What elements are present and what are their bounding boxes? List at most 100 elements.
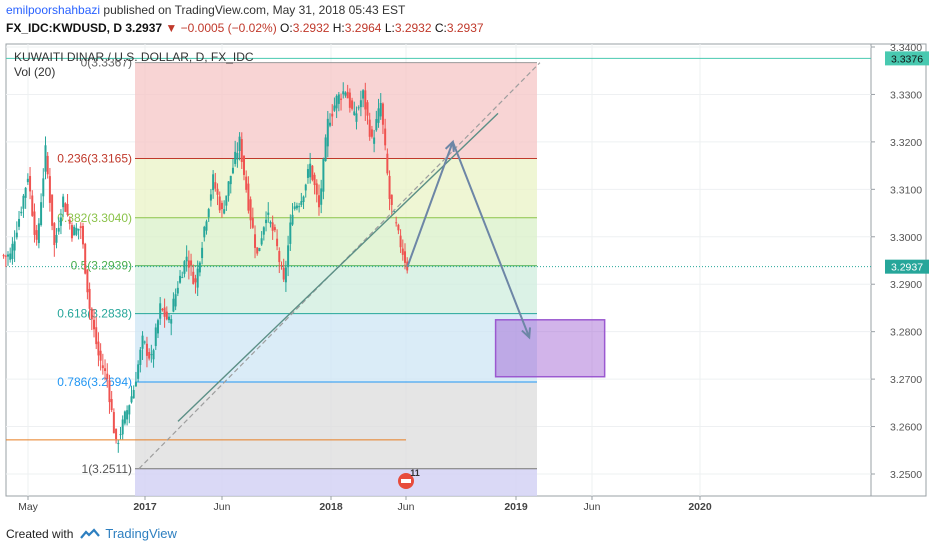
symbol-name: FX_IDC:KWDUSD, D	[6, 21, 122, 35]
candle-body	[366, 102, 369, 116]
candle-body	[205, 221, 208, 231]
candle-body	[340, 98, 343, 100]
chart-title: KUWAITI DINAR / U.S. DOLLAR, D, FX_IDC	[14, 50, 254, 64]
footer: Created with TradingView	[6, 526, 177, 541]
candle-body	[187, 260, 190, 268]
candle-body	[97, 341, 100, 356]
candle-body	[289, 222, 292, 244]
candle-body	[128, 405, 131, 415]
ohlc-low-label: L:	[384, 21, 395, 35]
candle-body	[381, 103, 384, 125]
candle-body	[64, 203, 67, 212]
candle-body	[99, 350, 102, 361]
candle-body	[115, 428, 118, 439]
candle-body	[75, 227, 78, 235]
candle-body	[104, 368, 107, 372]
candle-body	[304, 184, 307, 191]
candle-body	[309, 163, 312, 178]
candle-body	[207, 209, 210, 218]
candle-body	[168, 316, 171, 321]
candle-body	[148, 352, 151, 359]
fib-zone	[135, 217, 537, 266]
candle-body	[265, 219, 268, 224]
tradingview-brand: TradingView	[105, 526, 177, 541]
candle-body	[276, 238, 279, 247]
candle-body	[293, 206, 296, 209]
candle-body	[404, 251, 406, 263]
candle-body	[2, 255, 5, 257]
y-tick-label: 3.3400	[890, 42, 922, 54]
candle-body	[362, 90, 365, 99]
candle-body	[223, 209, 226, 214]
candle-body	[88, 288, 91, 309]
candle-body	[335, 95, 338, 109]
candle-body	[185, 256, 188, 262]
candle-body	[282, 267, 285, 280]
candle-body	[29, 176, 32, 192]
symbol-line: FX_IDC:KWDUSD, D 3.2937 ▼ −0.0005 (−0.02…	[6, 21, 484, 35]
fib-level-label: 0.618(3.2838)	[57, 307, 132, 321]
fib-level-label: 0.236(3.3165)	[57, 151, 132, 165]
projection-arrow	[406, 141, 454, 268]
candle-body	[108, 380, 111, 403]
candle-body	[95, 327, 98, 345]
candle-body	[40, 202, 43, 226]
candle-body	[258, 248, 261, 252]
candle-body	[145, 343, 148, 356]
candle-body	[46, 155, 49, 175]
candle-body	[33, 211, 36, 235]
candle-body	[284, 267, 287, 283]
last-price: 3.2937	[125, 21, 163, 35]
candle-body	[216, 188, 219, 195]
candle-body	[37, 223, 40, 244]
arrowhead-icon	[521, 327, 531, 340]
y-tick-label: 3.3200	[890, 137, 922, 149]
candle-body	[18, 218, 21, 227]
candle-body	[346, 91, 349, 99]
candle-body	[333, 105, 336, 111]
candle-body	[242, 156, 245, 175]
candle-body	[174, 294, 177, 307]
ohlc-open-label: O:	[280, 21, 293, 35]
created-with-label: Created with	[6, 526, 74, 541]
candle-body	[399, 235, 402, 248]
candle-body	[55, 235, 58, 243]
candle-body	[132, 389, 135, 399]
tradingview-logo[interactable]: TradingView	[79, 526, 177, 541]
candle-body	[106, 373, 109, 380]
candle-body	[306, 169, 309, 178]
fib-zone	[135, 313, 537, 382]
candle-body	[295, 205, 298, 209]
candle-body	[81, 225, 84, 245]
candle-body	[344, 92, 347, 96]
price-change: −0.0005 (−0.02%)	[180, 21, 277, 35]
candle-body	[79, 226, 82, 228]
candle-body	[93, 319, 96, 330]
candle-body	[51, 194, 54, 226]
candle-body	[256, 247, 259, 254]
candle-body	[231, 167, 234, 174]
candle-body	[126, 410, 129, 420]
candle-body	[262, 227, 265, 235]
candle-body	[251, 217, 254, 228]
fib-level-label: 1(3.2511)	[82, 462, 132, 476]
candle-body	[397, 224, 400, 231]
projection-arrow	[451, 141, 531, 338]
candle-body	[121, 419, 124, 435]
candle-body	[351, 100, 354, 109]
candle-body	[300, 201, 303, 205]
candle-body	[134, 382, 137, 387]
candle-body	[123, 411, 126, 424]
price-chart[interactable]: 0(3.3367) 0.236(3.3165) 0.382(3.3040) 0.5(3…	[0, 40, 932, 520]
candle-body	[355, 113, 358, 122]
last-price-text: 3.2937	[891, 262, 923, 274]
candle-body	[152, 350, 155, 360]
candle-body	[302, 196, 305, 203]
candle-body	[53, 223, 56, 246]
candle-body	[357, 107, 360, 109]
candle-body	[236, 153, 239, 160]
fib-level-label: 0.5(3.2939)	[71, 259, 132, 273]
author-link[interactable]: emilpoorshahbazi	[6, 3, 101, 17]
y-tick-label: 3.2800	[890, 327, 922, 339]
publish-line: emilpoorshahbazi published on TradingVie…	[6, 3, 405, 17]
